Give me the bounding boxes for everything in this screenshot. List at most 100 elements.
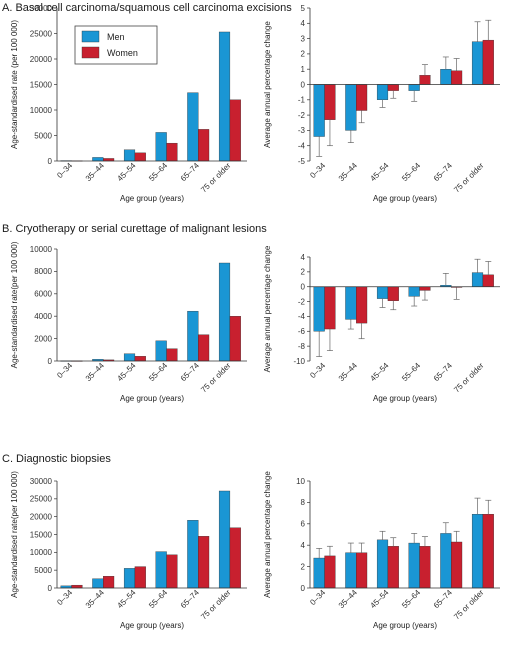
chart-b-rate-bar-women-2 (134, 356, 146, 362)
chart-c-change-ytick-label-4: 8 (301, 498, 306, 507)
chart-a-change-bar-women-5 (482, 39, 494, 85)
chart-a-change-ylabel: Average annual percentage change (263, 21, 272, 148)
chart-b-change-bar-men-3 (408, 286, 420, 297)
chart-b-rate-xtick-label-0: 0–34 (55, 361, 74, 380)
chart-c-rate-ytick-label-3: 15000 (30, 530, 53, 539)
chart-b-change-ytick-label-4: -2 (298, 297, 306, 306)
chart-c-change-ylabel: Average annual percentage change (263, 471, 272, 598)
chart-b-rate-bar-women-5 (229, 316, 241, 362)
chart-b-change-ytick-label-5: 0 (301, 283, 306, 292)
chart-c-rate-bar-women-0 (71, 584, 83, 589)
chart-c-change-bar-women-5 (482, 513, 494, 589)
chart-a-rate-xtick-label-4: 65–74 (179, 161, 201, 183)
chart-a-rate-xtick-label-2: 45–54 (115, 161, 137, 183)
chart-a-change-ytick-label-6: 1 (301, 65, 306, 74)
chart-b-change-bar-men-0 (313, 286, 325, 332)
chart-a-change-ytick-label-4: -1 (298, 96, 306, 105)
chart-b-change-xtick-label-1: 35–44 (337, 361, 359, 383)
chart-a-rate-xtick-label-5: 75 or older (199, 161, 233, 195)
chart-c-rate-xtick-label-1: 35–44 (84, 588, 106, 610)
legend-label-men: Men (107, 32, 125, 42)
chart-a-change-bar-women-2 (387, 84, 399, 91)
chart-c-rate-bar-men-2 (123, 568, 136, 589)
chart-c-rate-xtick-label-0: 0–34 (55, 588, 74, 607)
chart-b-rate-ytick-label-0: 0 (48, 357, 53, 366)
chart-c-rate-ytick-label-2: 10000 (30, 548, 53, 557)
section-c-title: C. Diagnostic biopsies (2, 453, 111, 465)
chart-b-change-xtick-label-0: 0–34 (308, 361, 327, 380)
chart-c-change-xtick-label-2: 45–54 (368, 588, 390, 610)
chart-b-change-ytick-label-0: -10 (293, 357, 305, 366)
chart-a-rate-xtick-label-0: 0–34 (55, 161, 74, 180)
chart-a-rate-ytick-label-4: 20000 (30, 55, 53, 64)
chart-b-rate-ylabel: Age-standardised rate(per 100 000) (10, 241, 19, 368)
chart-c-change-xtick-label-4: 65–74 (432, 588, 454, 610)
chart-c-rate-bar-women-1 (103, 576, 115, 589)
chart-b-rate-xtick-label-1: 35–44 (84, 361, 106, 383)
chart-c-rate-bar-women-4 (198, 536, 210, 589)
chart-c-change-bar-women-1 (356, 552, 368, 589)
chart-c-rate-ytick-label-4: 20000 (30, 512, 53, 521)
chart-a-change-bar-men-2 (376, 84, 389, 100)
chart-b-change-ytick-label-3: -4 (298, 312, 306, 321)
chart-b-change-ytick-label-7: 4 (301, 253, 306, 262)
chart-a-change-bar-women-0 (324, 84, 336, 120)
chart-a-rate-bar-men-3 (155, 132, 167, 162)
chart-c-change-bar-women-2 (387, 546, 399, 589)
chart-c-change-ytick-label-0: 0 (301, 584, 306, 593)
chart-a-change-ytick-label-10: 5 (301, 4, 306, 13)
chart-c-rate-ytick-label-1: 5000 (34, 566, 52, 575)
chart-a-rate-bar-women-5 (229, 99, 241, 162)
chart-b-change-bar-men-2 (376, 286, 389, 299)
chart-c-change-xtick-label-1: 35–44 (337, 588, 359, 610)
chart-c-change-bar-men-1 (345, 552, 357, 589)
chart-a-change-xtick-label-0: 0–34 (308, 161, 327, 180)
chart-a-change-bar-men-5 (471, 41, 484, 85)
chart-c-change-ytick-label-5: 10 (296, 477, 305, 486)
chart-a-rate-bar-men-4 (187, 92, 199, 162)
chart-b-change-ytick-label-6: 2 (301, 268, 306, 277)
chart-b-rate-xtick-label-3: 55–64 (147, 361, 169, 383)
chart-c-change-bar-women-4 (451, 541, 463, 589)
chart-b-rate-bar-women-4 (198, 334, 210, 362)
chart-a-change-ytick-label-1: -4 (298, 142, 306, 151)
chart-a-change-bar-women-1 (356, 84, 368, 111)
chart-c-rate-ytick-label-0: 0 (48, 584, 53, 593)
chart-b-change-bar-men-1 (345, 286, 357, 320)
chart-a-change-bar-men-3 (408, 84, 420, 91)
chart-a-change-bar-women-3 (419, 75, 431, 85)
chart-a-rate-xtick-label-1: 35–44 (84, 161, 106, 183)
chart-b-rate-ytick-label-3: 6000 (34, 290, 52, 299)
chart-b-rate-bar-men-5 (218, 262, 231, 362)
chart-a-change: -5 -4 -3 -2 -1 0 1 2 3 4 5 0–34 35–44 45–54 55–64 65–74… (263, 4, 500, 203)
chart-b-rate-xtick-label-4: 65–74 (179, 361, 201, 383)
chart-c-change-ytick-label-3: 6 (301, 520, 306, 529)
chart-c-change-bar-women-0 (324, 555, 336, 589)
legend: Men Women (74, 25, 158, 65)
chart-b-rate-ytick-label-1: 2000 (34, 334, 52, 343)
chart-a-rate-ytick-label-0: 0 (48, 157, 53, 166)
chart-a-change-ytick-label-5: 0 (301, 80, 306, 89)
chart-c-change-ytick-label-1: 2 (301, 562, 306, 571)
chart-a-rate-bar-women-3 (166, 142, 178, 162)
chart-b-change: -10 -8 -6 -4 -2 0 2 4 0–34 35–44 45–54 55–64 65–7475… (263, 245, 500, 403)
chart-c-change-bar-men-5 (471, 513, 484, 589)
chart-a-change-xtick-label-4: 65–74 (432, 161, 454, 183)
chart-c-rate-xtick-label-4: 65–74 (179, 588, 201, 610)
chart-a-change-xtick-label-2: 45–54 (368, 161, 390, 183)
chart-b-change-bar-women-2 (387, 286, 399, 301)
chart-a-rate-ytick-label-1: 5000 (34, 131, 52, 140)
chart-b-change-xtick-label-3: 55–64 (400, 361, 422, 383)
chart-a-rate-bar-men-1 (92, 157, 104, 162)
chart-a-change-ytick-label-8: 3 (301, 34, 306, 43)
legend-label-women: Women (107, 48, 138, 58)
chart-c-rate-xlabel: Age group (years) (120, 621, 184, 630)
chart-a-change-ytick-label-9: 4 (301, 19, 306, 28)
section-b-title: B. Cryotherapy or serial curettage of ma… (2, 223, 267, 235)
chart-c-change-bar-men-4 (440, 533, 452, 589)
chart-c-rate-xtick-label-5: 75 or older (199, 588, 233, 622)
chart-c-rate-bar-women-2 (134, 566, 146, 589)
chart-c-rate-ylabel: Age-standardised rate(per 100 000) (10, 471, 19, 598)
chart-b-change-xtick-label-2: 45–54 (368, 361, 390, 383)
chart-a-change-bar-men-4 (440, 69, 452, 85)
